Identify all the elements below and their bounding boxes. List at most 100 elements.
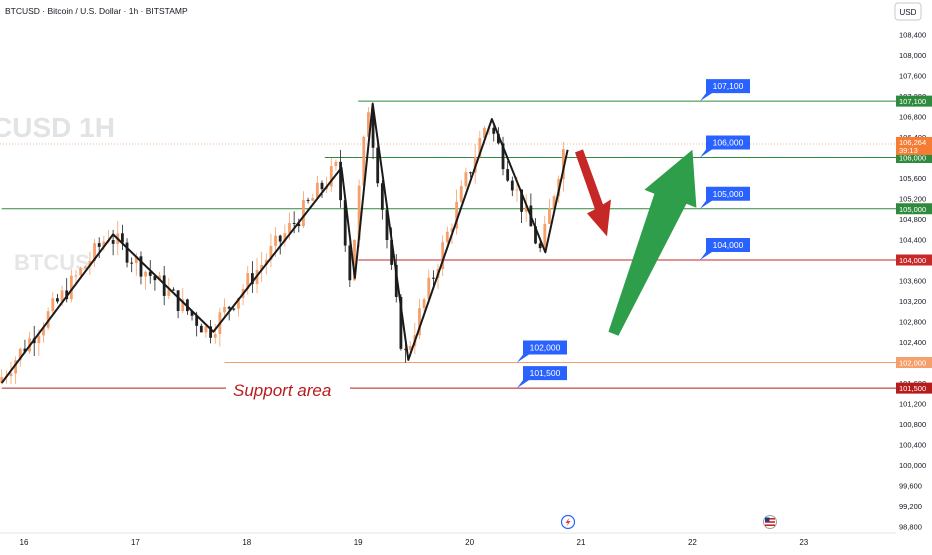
candle[interactable] <box>543 215 547 251</box>
candle[interactable] <box>376 140 380 187</box>
price-axis-label: 103,600 <box>899 277 926 286</box>
candle[interactable] <box>418 298 421 339</box>
time-axis-label: 18 <box>242 538 251 547</box>
callout-106000[interactable]: 106,000 <box>700 135 750 158</box>
candle[interactable] <box>464 167 468 190</box>
candle[interactable] <box>181 288 185 313</box>
candle[interactable] <box>380 180 384 220</box>
axis-badge-107100[interactable]: 107,100 <box>896 95 932 107</box>
price-axis[interactable]: 108,400108,000107,600107,200106,800106,4… <box>896 0 932 550</box>
candle[interactable] <box>51 292 55 315</box>
candle[interactable] <box>250 261 254 293</box>
candle[interactable] <box>139 251 143 285</box>
candle-body <box>459 186 463 202</box>
candle-body <box>561 149 565 179</box>
candle[interactable] <box>176 290 180 319</box>
candle-body <box>260 264 264 270</box>
candle[interactable] <box>329 158 333 192</box>
candle[interactable] <box>343 197 347 253</box>
candle[interactable] <box>315 175 319 199</box>
candle-body <box>209 326 212 338</box>
candle[interactable] <box>441 235 445 277</box>
price-axis-label: 105,600 <box>899 174 926 183</box>
candle[interactable] <box>510 176 514 197</box>
axis-badge-101500[interactable]: 101,500 <box>896 382 932 394</box>
candle[interactable] <box>148 260 152 284</box>
candle[interactable] <box>232 307 236 312</box>
candle[interactable] <box>269 233 273 268</box>
callout-105000[interactable]: 105,000 <box>700 186 750 209</box>
candle-body <box>450 228 454 232</box>
callout-104000[interactable]: 104,000 <box>700 238 750 260</box>
candle-body <box>510 180 514 191</box>
candle[interactable] <box>153 274 157 291</box>
candle[interactable] <box>130 257 134 273</box>
candle[interactable] <box>427 269 431 304</box>
up-arrow[interactable] <box>608 149 697 336</box>
candle[interactable] <box>69 269 73 303</box>
candle[interactable] <box>459 180 463 204</box>
time-axis[interactable]: 16 17 18 19 20 21 22 23 <box>0 532 896 547</box>
candle[interactable] <box>209 320 212 344</box>
price-axis-label: 103,200 <box>899 297 926 306</box>
candle[interactable] <box>339 149 342 208</box>
candle[interactable] <box>144 270 148 290</box>
candle[interactable] <box>162 266 166 306</box>
candle[interactable] <box>213 323 217 344</box>
candle-body <box>441 242 445 270</box>
axis-badge-102000[interactable]: 102,000 <box>896 357 932 368</box>
callout-101500[interactable]: 101,500 <box>517 366 567 389</box>
candle[interactable] <box>320 180 324 198</box>
time-axis-label: 22 <box>688 538 697 547</box>
price-axis-label: 99,600 <box>899 482 922 491</box>
candle[interactable] <box>455 189 459 235</box>
candle[interactable] <box>311 193 315 202</box>
candle[interactable] <box>431 270 435 286</box>
candle[interactable] <box>348 240 352 288</box>
candle[interactable] <box>56 293 59 304</box>
candle[interactable] <box>506 160 510 182</box>
candle[interactable] <box>83 265 87 269</box>
candle[interactable] <box>121 224 124 250</box>
axis-badge-106000[interactable]: 106,000 <box>896 152 932 163</box>
candle[interactable] <box>534 218 537 245</box>
candle[interactable] <box>204 325 208 338</box>
candle[interactable] <box>199 323 203 333</box>
callout-102000[interactable]: 102,000 <box>517 340 567 363</box>
down-arrow[interactable] <box>575 149 611 237</box>
lightning-event-icon[interactable] <box>560 514 576 530</box>
candle[interactable] <box>445 226 449 244</box>
candle[interactable] <box>283 224 287 247</box>
pattern-zigzag-line[interactable] <box>0 102 569 384</box>
candle[interactable] <box>524 194 528 222</box>
candle-body <box>204 326 208 333</box>
candle[interactable] <box>492 124 496 142</box>
candle[interactable] <box>223 298 226 316</box>
candle[interactable] <box>306 197 310 204</box>
candle[interactable] <box>14 356 18 384</box>
candle[interactable] <box>334 159 338 171</box>
candle-body <box>367 112 370 137</box>
candle[interactable] <box>367 107 370 138</box>
currency-button[interactable]: USD <box>894 2 922 21</box>
candle-body <box>408 346 412 350</box>
candle[interactable] <box>9 361 13 384</box>
callout-107100[interactable]: 107,100 <box>700 79 750 102</box>
candle[interactable] <box>302 191 305 229</box>
candle[interactable] <box>548 198 551 225</box>
candle-body <box>320 182 324 190</box>
candle-body <box>18 348 22 361</box>
candle[interactable] <box>260 252 264 282</box>
time-axis-label: 21 <box>577 538 586 547</box>
axis-badge-105000[interactable]: 105,000 <box>896 203 932 215</box>
candle[interactable] <box>469 171 472 178</box>
us-flag-event-icon[interactable] <box>763 515 777 529</box>
candle[interactable] <box>93 238 96 267</box>
candle[interactable] <box>125 238 129 268</box>
candle[interactable] <box>501 136 505 176</box>
axis-badge-104000[interactable]: 104,000 <box>896 254 932 266</box>
candle[interactable] <box>246 266 250 295</box>
candle[interactable] <box>172 287 175 291</box>
